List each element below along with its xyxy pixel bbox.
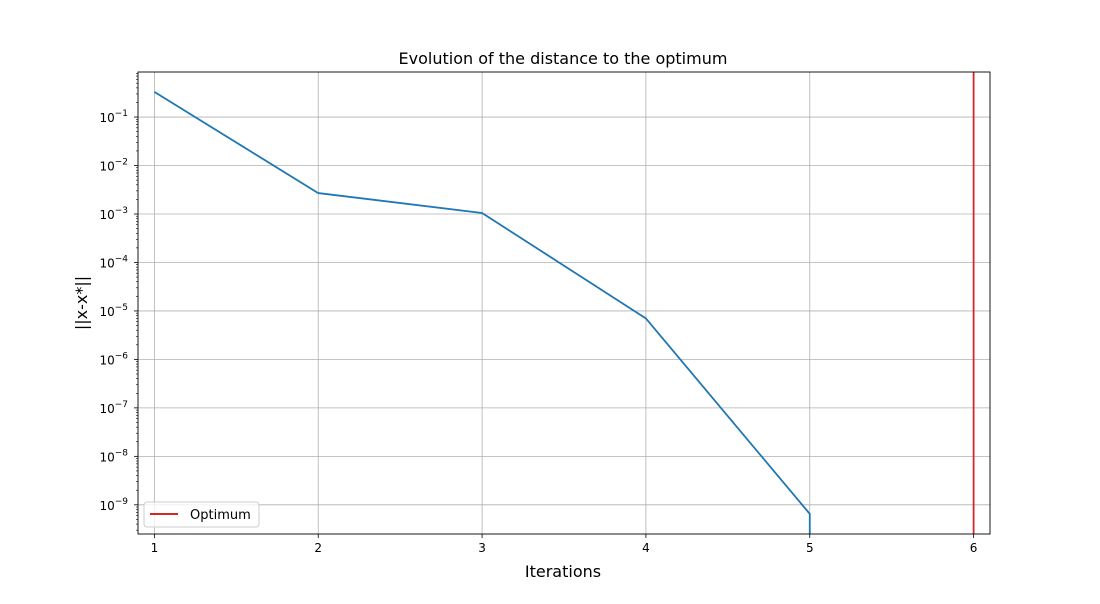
y-tick-label: 10−4: [99, 254, 128, 270]
grid: [138, 72, 990, 534]
y-tick-label: 10−3: [99, 206, 128, 222]
series-layer: [153, 72, 975, 534]
x-tick-label: 5: [806, 541, 814, 555]
axes-frame: [137, 71, 991, 535]
axes: [134, 71, 991, 538]
x-tick-label: 3: [478, 541, 486, 555]
legend: Optimum: [143, 501, 260, 528]
x-tick-label: 4: [642, 541, 650, 555]
y-tick-label: 10−1: [99, 109, 128, 125]
y-axis-label: ||x-x*||: [72, 276, 91, 330]
y-tick-label: 10−2: [99, 158, 128, 174]
series-line: [153, 91, 811, 534]
chart-title: Evolution of the distance to the optimum: [399, 49, 728, 68]
tick-labels: 1 2 3 4 5 6 10−1 10−2 10−3 10−4 10−5 10−6 10−7 10−8 10…: [99, 109, 977, 555]
x-tick-label: 6: [970, 541, 978, 555]
x-axis-label: Iterations: [525, 562, 601, 581]
legend-box: [143, 501, 260, 528]
y-tick-label: 10−6: [99, 351, 128, 367]
legend-label-optimum: Optimum: [190, 508, 251, 523]
y-tick-label: 10−9: [99, 497, 128, 513]
y-tick-label: 10−5: [99, 303, 128, 319]
y-tick-label: 10−7: [99, 400, 128, 416]
y-tick-label: 10−8: [99, 448, 128, 464]
x-tick-label: 2: [314, 541, 322, 555]
x-tick-label: 1: [151, 541, 159, 555]
